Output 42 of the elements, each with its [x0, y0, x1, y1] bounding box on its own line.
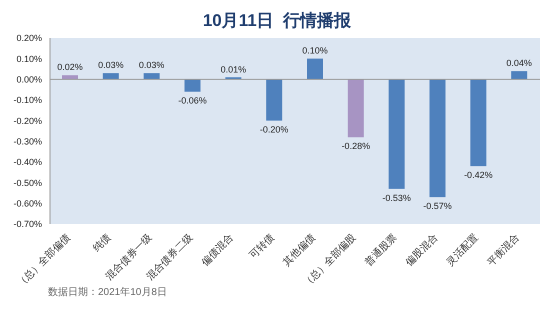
- bar: [511, 71, 528, 80]
- y-tick-label: -0.50%: [13, 178, 42, 188]
- data-label: -0.57%: [423, 201, 452, 212]
- data-label: -0.42%: [464, 170, 493, 180]
- data-label: -0.53%: [382, 192, 411, 203]
- x-tick-label: 偏股混合: [403, 232, 440, 268]
- data-label: 0.10%: [302, 46, 328, 56]
- x-tick-label: 可转债: [247, 232, 277, 262]
- x-tick-label: 纯债: [90, 232, 114, 254]
- bar: [307, 58, 323, 80]
- x-tick-label: 普通股票: [362, 232, 400, 268]
- data-label: -0.06%: [178, 96, 207, 106]
- data-label: -0.20%: [260, 124, 288, 135]
- data-label: 0.04%: [506, 58, 532, 68]
- y-tick-label: -0.40%: [13, 157, 42, 168]
- bar: [470, 79, 486, 166]
- x-tick-label: 灵活配置: [444, 232, 481, 268]
- bar: [144, 73, 160, 80]
- y-tick-label: 0.10%: [16, 54, 42, 64]
- y-tick-label: -0.70%: [13, 219, 42, 230]
- y-tick-label: -0.30%: [13, 136, 42, 147]
- bar: [348, 79, 364, 138]
- data-label: 0.01%: [220, 64, 246, 74]
- bar: [266, 79, 282, 121]
- y-tick-label: -0.10%: [13, 95, 42, 106]
- y-tick-label: -0.20%: [13, 116, 42, 126]
- y-tick-label: 0.20%: [16, 33, 42, 44]
- x-tick-label: 偏债混合: [199, 232, 236, 268]
- data-label: 0.03%: [98, 60, 124, 70]
- bar: [102, 73, 119, 80]
- data-label: 0.03%: [138, 60, 164, 70]
- data-label: -0.28%: [342, 141, 370, 152]
- y-tick-label: 0.00%: [16, 74, 42, 85]
- x-tick-label: 平衡混合: [484, 232, 522, 268]
- bar: [184, 79, 200, 92]
- data-label: 0.02%: [57, 62, 83, 72]
- bar: [388, 79, 405, 189]
- chart-title: 10月11日 行情播报: [202, 10, 352, 32]
- text: 数据日期：2021年10月8日: [48, 287, 167, 298]
- bar: [430, 79, 446, 198]
- y-tick-label: -0.60%: [13, 198, 42, 209]
- x-tick-label: 其他偏债: [280, 232, 318, 268]
